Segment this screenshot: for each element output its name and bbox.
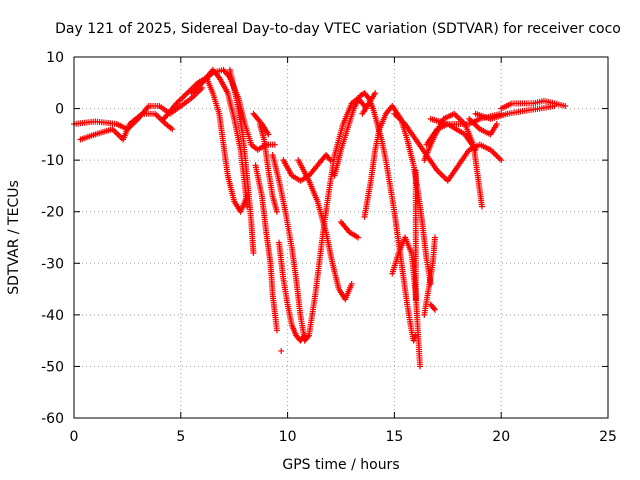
series-track-8 xyxy=(256,121,280,215)
x-tick-label: 5 xyxy=(176,429,185,445)
data-point xyxy=(169,126,176,133)
data-point xyxy=(431,306,438,313)
series-track-9 xyxy=(252,162,280,334)
axis-ticks: 0 5 10 15 20 25 -60 -50 -40 -30 -20 -10 0 10 xyxy=(41,50,617,445)
data-point xyxy=(265,131,272,138)
data-point xyxy=(412,296,419,303)
y-tick-label: -10 xyxy=(41,153,64,169)
data-point xyxy=(300,333,307,340)
data-point xyxy=(355,234,362,241)
data-point xyxy=(348,280,355,287)
series-track-5 xyxy=(203,74,251,215)
series-track-14 xyxy=(295,157,355,303)
series-track-12 xyxy=(278,347,285,354)
data-point xyxy=(417,363,424,370)
series-track-13 xyxy=(280,151,334,184)
data-point xyxy=(372,90,379,97)
series-track-19 xyxy=(389,234,424,370)
series-track-18 xyxy=(359,90,379,117)
series-track-6 xyxy=(226,66,257,256)
data-point xyxy=(326,155,333,162)
series-track-15 xyxy=(331,90,419,344)
series-track-28 xyxy=(498,97,569,112)
y-tick-label: 10 xyxy=(46,50,64,66)
data-point xyxy=(199,84,206,91)
data-point xyxy=(273,327,280,334)
chart-title: Day 121 of 2025, Sidereal Day-to-day VTE… xyxy=(55,21,621,37)
x-tick-label: 0 xyxy=(70,429,79,445)
y-tick-label: -20 xyxy=(41,205,64,221)
data-point xyxy=(273,208,280,215)
data-point xyxy=(430,305,437,312)
series-track-29 xyxy=(466,115,500,138)
series-track-11 xyxy=(276,239,308,344)
series-track-21 xyxy=(421,234,438,318)
data-point xyxy=(562,102,569,109)
x-axis-label: GPS time / hours xyxy=(282,457,399,473)
data-point xyxy=(327,157,334,164)
data-point xyxy=(498,157,505,164)
data-point xyxy=(271,141,278,148)
data-point xyxy=(250,249,257,256)
series-track-16 xyxy=(338,219,362,241)
y-tick-label: -60 xyxy=(41,411,64,427)
x-tick-label: 10 xyxy=(279,429,297,445)
data-point xyxy=(478,203,485,210)
x-tick-label: 15 xyxy=(385,429,403,445)
data-point xyxy=(472,146,479,153)
data-point xyxy=(364,93,371,100)
y-tick-label: -30 xyxy=(41,256,64,272)
data-point xyxy=(493,121,500,128)
y-axis-label: SDTVAR / TECUs xyxy=(6,180,22,295)
x-tick-label: 25 xyxy=(599,429,617,445)
y-tick-label: 0 xyxy=(55,102,64,118)
series-track-20 xyxy=(412,167,419,303)
data-point xyxy=(278,347,285,354)
data-point xyxy=(431,234,438,241)
data-series xyxy=(71,66,569,370)
series-track-22 xyxy=(427,301,438,313)
grid-lines xyxy=(74,57,608,418)
y-tick-label: -50 xyxy=(41,359,64,375)
series-track-26 xyxy=(427,115,479,153)
plot-frame xyxy=(73,56,609,419)
series-track-27 xyxy=(472,102,558,122)
x-tick-label: 20 xyxy=(492,429,510,445)
data-point xyxy=(301,332,308,339)
y-tick-label: -40 xyxy=(41,308,64,324)
series-track-2 xyxy=(77,110,176,143)
